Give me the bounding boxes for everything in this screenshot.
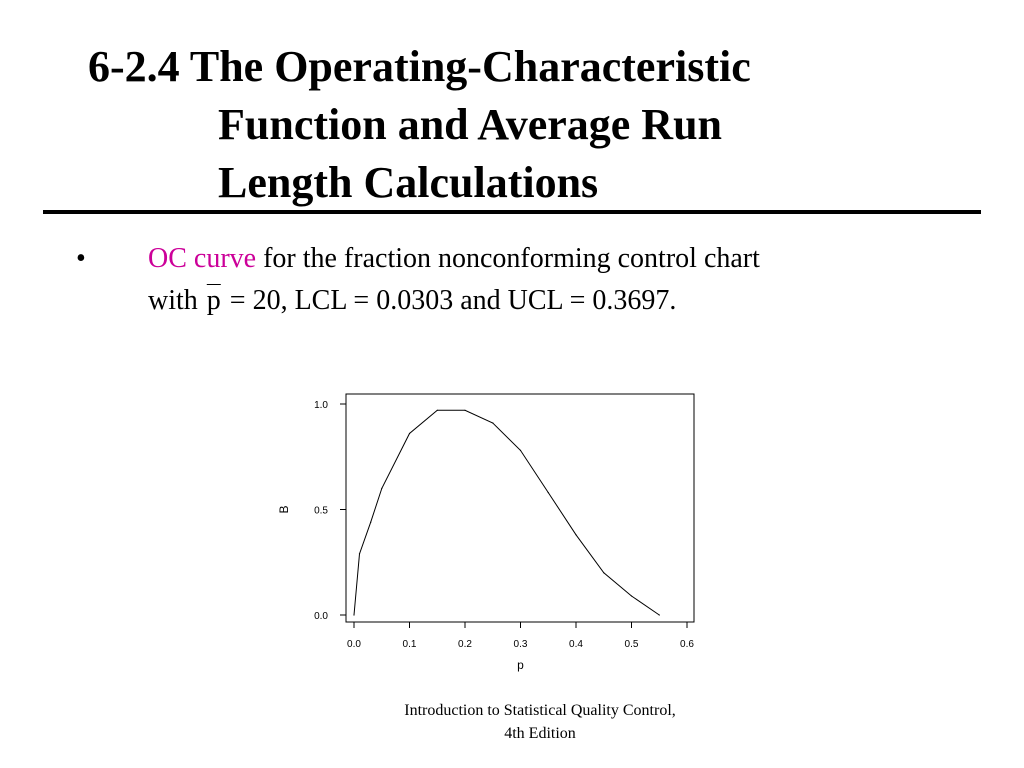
- x-axis: 0.0 0.1 0.2 0.3 0.4 0.5 0.6: [347, 621, 694, 650]
- footer-caption: Introduction to Statistical Quality Cont…: [340, 699, 740, 745]
- bullet-line-2: with p = 20, LCL = 0.0303 and UCL = 0.36…: [148, 280, 928, 322]
- y-tick-label: 1.0: [314, 400, 328, 411]
- x-tick-label: 0.2: [458, 639, 472, 650]
- x-tick-label: 0.1: [403, 639, 417, 650]
- x-tick-label: 0.4: [569, 639, 583, 650]
- oc-curve-point: [370, 521, 372, 523]
- title-divider: [43, 210, 981, 214]
- oc-curve-point: [381, 487, 383, 489]
- oc-curve-chart: 0.0 0.5 1.0 0.0 0.1 0.2 0.3 0.4 0.5 0.6 p B: [277, 393, 695, 672]
- bullet-text: OC curve for the fraction nonconforming …: [148, 238, 928, 322]
- oc-curve-point: [408, 432, 411, 435]
- x-tick-label: 0.3: [514, 639, 528, 650]
- slide-title: 6-2.4 The Operating-Characteristic Funct…: [88, 38, 751, 212]
- oc-curve-line: [353, 409, 660, 616]
- title-line-1: 6-2.4 The Operating-Characteristic: [88, 42, 751, 91]
- plot-frame: [345, 393, 695, 623]
- y-axis: 0.0 0.5 1.0: [314, 400, 347, 622]
- bullet-line-2-prefix: with: [148, 285, 205, 316]
- oc-curve-point: [630, 595, 633, 597]
- x-tick-label: 0.5: [625, 639, 639, 650]
- footer-line-2: 4th Edition: [504, 725, 576, 742]
- y-tick-label: 0.0: [314, 611, 328, 622]
- x-tick-label: 0.0: [347, 639, 361, 650]
- oc-curve-point: [492, 422, 494, 424]
- oc-curve-point: [547, 492, 549, 494]
- oc-curve-point: [464, 409, 466, 411]
- title-line-3: Length Calculations: [218, 158, 599, 207]
- bullet-line-1: OC curve for the fraction nonconforming …: [148, 238, 928, 280]
- bullet-line-2-rest: = 20, LCL = 0.0303 and UCL = 0.3697.: [222, 285, 677, 316]
- x-axis-label: p: [517, 658, 524, 672]
- oc-curve-point: [519, 449, 522, 451]
- oc-curve-point: [603, 572, 605, 574]
- title-line-2: Function and Average Run: [218, 100, 723, 149]
- oc-curve-term: OC curve: [148, 243, 257, 274]
- oc-curve-point: [358, 553, 361, 555]
- oc-curve-point: [575, 534, 577, 536]
- p-bar-symbol: p: [206, 285, 221, 316]
- x-tick-label: 0.6: [680, 639, 694, 650]
- bullet-line-1-rest: for the fraction nonconforming control c…: [256, 243, 760, 274]
- y-axis-label: B: [277, 505, 291, 513]
- y-tick-label: 0.5: [314, 506, 328, 517]
- footer-line-1: Introduction to Statistical Quality Cont…: [404, 702, 676, 719]
- oc-curve-points: [353, 409, 660, 616]
- oc-curve-point: [353, 614, 355, 616]
- bullet-marker: •: [76, 243, 86, 274]
- oc-curve-point: [436, 409, 438, 411]
- oc-curve-point: [658, 614, 660, 616]
